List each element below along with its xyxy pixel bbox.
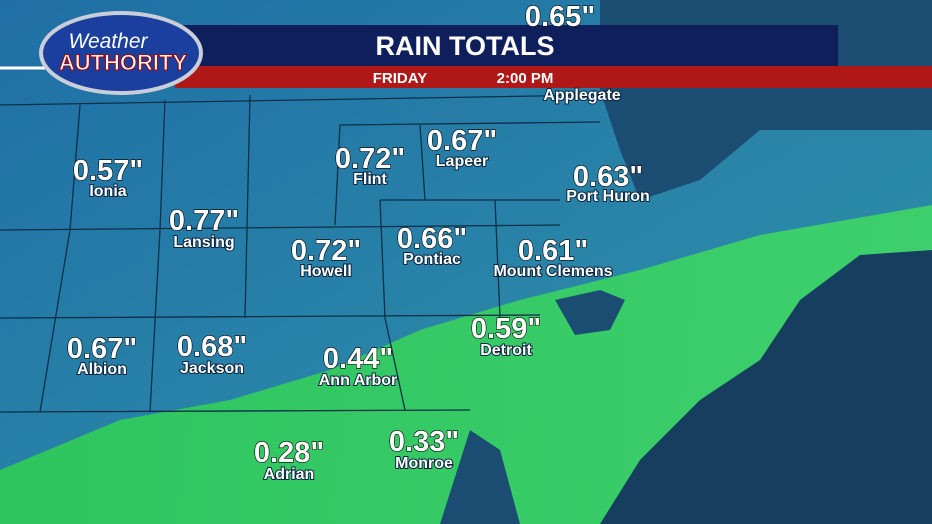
rain-amount: 0.68" [177,331,247,363]
city-name: Lapeer [436,153,488,170]
rain-amount: 0.61" [518,235,588,267]
rain-amount: 0.77" [169,205,239,237]
rain-amount: 0.72" [291,235,361,267]
city-name: Adrian [264,466,315,483]
city-name: Flint [353,171,387,188]
lake-erie [600,250,932,524]
city-name: Albion [77,361,127,378]
title-bar [180,25,838,66]
city-name: Ionia [89,183,126,200]
city-name: Lansing [173,234,234,251]
subtitle-bar [175,66,932,88]
city-name: Monroe [395,455,453,472]
rain-amount: 0.66" [397,223,467,255]
city-name: Applegate [543,87,620,104]
logo [39,11,203,95]
rain-amount: 0.67" [67,333,137,365]
rain-amount: 0.63" [573,161,643,193]
rain-amount: 0.59" [471,313,541,345]
rain-amount: 0.65" [525,1,595,33]
rain-amount: 0.57" [73,155,143,187]
time: 2:00 PM [497,70,554,87]
logo-line1: Weather [69,30,149,53]
lake-st-clair [555,290,625,335]
title: RAIN TOTALS [376,31,555,61]
county-lines [0,94,601,413]
city-name: Pontiac [403,251,461,268]
rain-amount: 0.28" [254,437,324,469]
city-name: Jackson [180,360,244,377]
city-name: Ann Arbor [319,372,398,389]
lake-erie-west [440,430,520,524]
rain-amount: 0.33" [389,426,459,458]
rain-amount: 0.67" [427,125,497,157]
day: FRIDAY [373,70,427,87]
rain-amount: 0.44" [323,343,393,375]
rain-amount: 0.72" [335,143,405,175]
city-name: Howell [300,263,352,280]
city-name: Detroit [480,342,532,359]
logo-line2: AUTHORITY [59,50,188,75]
city-name: Port Huron [566,188,650,205]
city-name: Mount Clemens [493,263,612,280]
